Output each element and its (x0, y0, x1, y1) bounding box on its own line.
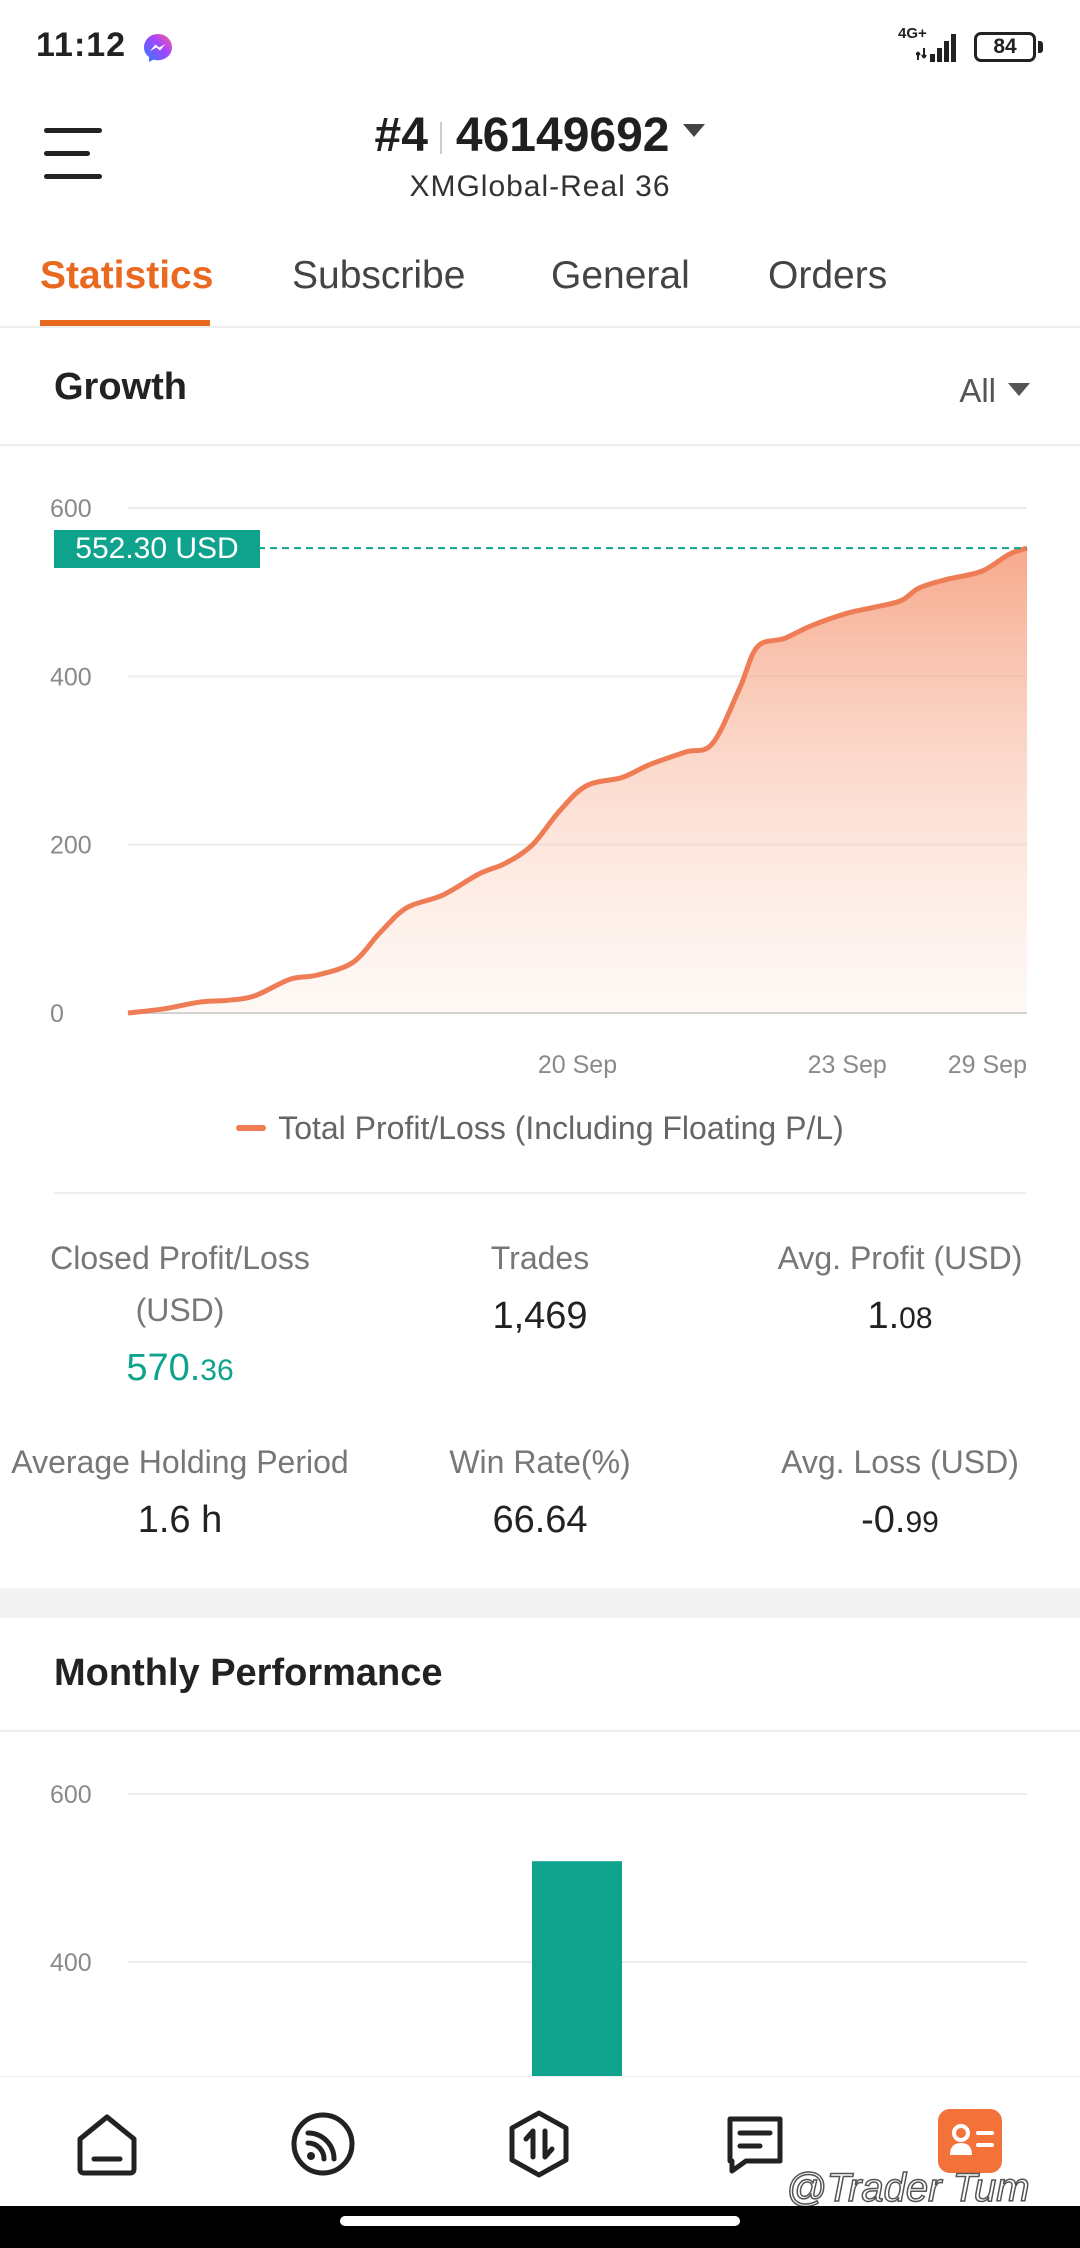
network-label: 4G+ (898, 25, 927, 42)
account-selector[interactable]: #4 46149692 (0, 108, 1080, 163)
signal-icon (916, 34, 956, 62)
win-rate-value: 66.64 (492, 1499, 588, 1541)
y-tick-label: 600 (50, 495, 92, 523)
growth-legend: Total Profit/Loss (Including Floating P/… (0, 1110, 1080, 1147)
caret-down-icon[interactable] (683, 123, 706, 137)
monthly-title: Monthly Performance (54, 1652, 443, 1694)
growth-line (127, 545, 1028, 1016)
y-tick-label: 400 (50, 663, 92, 691)
stat-closed-pl: Closed Profit/Loss (USD) 570.36 (0, 1232, 360, 1403)
y-tick-label: 600 (50, 1781, 92, 1809)
account-card-icon (950, 2124, 994, 2155)
avg-profit-dec: 08 (899, 1302, 933, 1335)
status-bar: 11:12 4G+ 84 (0, 0, 1080, 96)
nav-account[interactable] (938, 2109, 1008, 2179)
status-time: 11:12 (36, 26, 127, 64)
win-rate-label: Win Rate(%) (449, 1444, 631, 1480)
account-index: #4 (374, 109, 428, 162)
closed-pl-dec: 36 (200, 1354, 234, 1387)
tab-statistics[interactable]: Statistics (40, 254, 214, 297)
closed-pl-int: 570. (126, 1347, 201, 1389)
stats-divider (54, 1192, 1026, 1194)
closed-pl-value: 570.36 (0, 1336, 360, 1403)
title-separator (439, 122, 442, 155)
growth-area-fill (128, 548, 1027, 1013)
legend-swatch (236, 1124, 267, 1131)
stat-trades: Trades 1,469 (360, 1232, 720, 1348)
closed-pl-label: Closed Profit/Loss (USD) (50, 1240, 310, 1328)
feed-icon (291, 2112, 355, 2176)
range-label: All (959, 372, 996, 409)
x-tick-label: 23 Sep (808, 1051, 887, 1079)
battery-level: 84 (993, 35, 1017, 58)
avg-profit-int: 1. (867, 1295, 900, 1337)
tab-orders[interactable]: Orders (768, 254, 888, 297)
system-nav-bar (0, 2206, 1080, 2248)
monthly-chart[interactable]: 400 600 (0, 1740, 1080, 2076)
current-value-tag: 552.30 USD (54, 530, 260, 568)
stat-win-rate: Win Rate(%) 66.64 (360, 1436, 720, 1552)
stat-holding-period: Average Holding Period 1.6 h (0, 1436, 360, 1552)
active-tab-indicator (40, 320, 210, 326)
avg-loss-value: -0.99 (720, 1488, 1080, 1555)
menu-icon[interactable] (44, 128, 102, 180)
avg-profit-value: 1.08 (720, 1284, 1080, 1351)
avg-loss-int: -0. (861, 1499, 906, 1541)
growth-chart[interactable]: 0 200 400 600 20 Sep 23 Sep 29 Sep (0, 460, 1080, 1080)
legend-label: Total Profit/Loss (Including Floating P/… (278, 1110, 844, 1146)
nav-home[interactable] (72, 2109, 142, 2179)
avg-profit-label: Avg. Profit (USD) (777, 1240, 1023, 1276)
growth-divider (0, 444, 1080, 446)
y-tick-label: 200 (50, 832, 92, 860)
home-icon (77, 2114, 137, 2176)
range-dropdown[interactable]: All (959, 372, 1030, 410)
y-tick-label: 400 (50, 1949, 92, 1977)
battery-tip (1038, 41, 1043, 53)
trades-label: Trades (490, 1240, 590, 1276)
active-nav-highlight (938, 2109, 1002, 2173)
bottom-nav (0, 2076, 1080, 2206)
account-server: XMGlobal-Real 36 (409, 170, 671, 203)
account-number: 46149692 (455, 109, 670, 162)
trade-icon (509, 2110, 569, 2178)
holding-value: 1.6 h (137, 1499, 223, 1541)
avg-loss-dec: 99 (905, 1506, 939, 1539)
messenger-icon (144, 34, 172, 62)
monthly-divider (0, 1730, 1080, 1732)
chevron-down-icon (1008, 382, 1030, 396)
growth-title: Growth (54, 366, 187, 408)
tab-general[interactable]: General (551, 254, 690, 297)
watermark: @Trader Tum (785, 2165, 1030, 2211)
tab-subscribe[interactable]: Subscribe (292, 254, 466, 297)
trades-value: 1,469 (492, 1295, 588, 1337)
home-indicator[interactable] (340, 2216, 740, 2226)
nav-feed[interactable] (288, 2109, 358, 2179)
news-icon (727, 2116, 783, 2174)
x-tick-label: 20 Sep (538, 1051, 617, 1079)
stat-avg-profit: Avg. Profit (USD) 1.08 (720, 1232, 1080, 1351)
y-tick-label: 0 (50, 1000, 64, 1028)
section-spacer (0, 1588, 1080, 1618)
holding-label: Average Holding Period (11, 1444, 349, 1480)
nav-trade[interactable] (504, 2109, 574, 2179)
stat-avg-loss: Avg. Loss (USD) -0.99 (720, 1436, 1080, 1555)
avg-loss-label: Avg. Loss (USD) (781, 1444, 1019, 1480)
tab-bar: Statistics Subscribe General Orders (0, 244, 1080, 328)
x-tick-label: 29 Sep (948, 1051, 1027, 1079)
battery-icon: 84 (974, 32, 1036, 62)
monthly-bar (532, 1861, 622, 2076)
nav-news[interactable] (720, 2109, 790, 2179)
